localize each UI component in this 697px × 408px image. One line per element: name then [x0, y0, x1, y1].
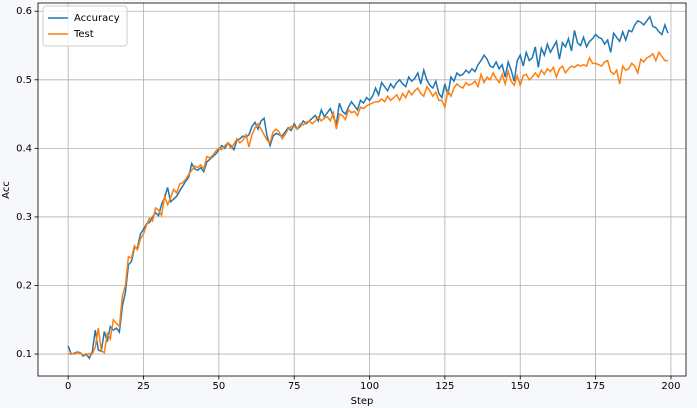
- legend-label: Accuracy: [74, 13, 120, 24]
- line: [67, 15, 669, 360]
- y-tick-label: 0.2: [16, 280, 32, 291]
- y-tick-label: 0.4: [16, 143, 32, 154]
- x-tick-label: 25: [137, 381, 150, 392]
- y-tick-label: 0.5: [16, 75, 32, 86]
- x-tick-label: 0: [65, 381, 71, 392]
- y-axis-label: Acc: [1, 181, 12, 199]
- legend-label: Test: [73, 29, 94, 40]
- x-tick-label: 100: [360, 381, 379, 392]
- x-tick-label: 75: [288, 381, 301, 392]
- x-tick-label: 50: [212, 381, 225, 392]
- y-tick-label: 0.1: [16, 349, 32, 360]
- y-tick-label: 0.6: [16, 6, 32, 17]
- legend-box: [42, 5, 128, 47]
- x-tick-label: 125: [435, 381, 454, 392]
- x-tick-label: 200: [661, 381, 680, 392]
- line: [67, 50, 668, 357]
- plot-frame: [37, 2, 687, 377]
- x-axis-label: Step: [351, 396, 374, 407]
- x-tick-label: 150: [511, 381, 530, 392]
- x-tick-label: 175: [586, 381, 605, 392]
- y-tick-label: 0.3: [16, 212, 32, 223]
